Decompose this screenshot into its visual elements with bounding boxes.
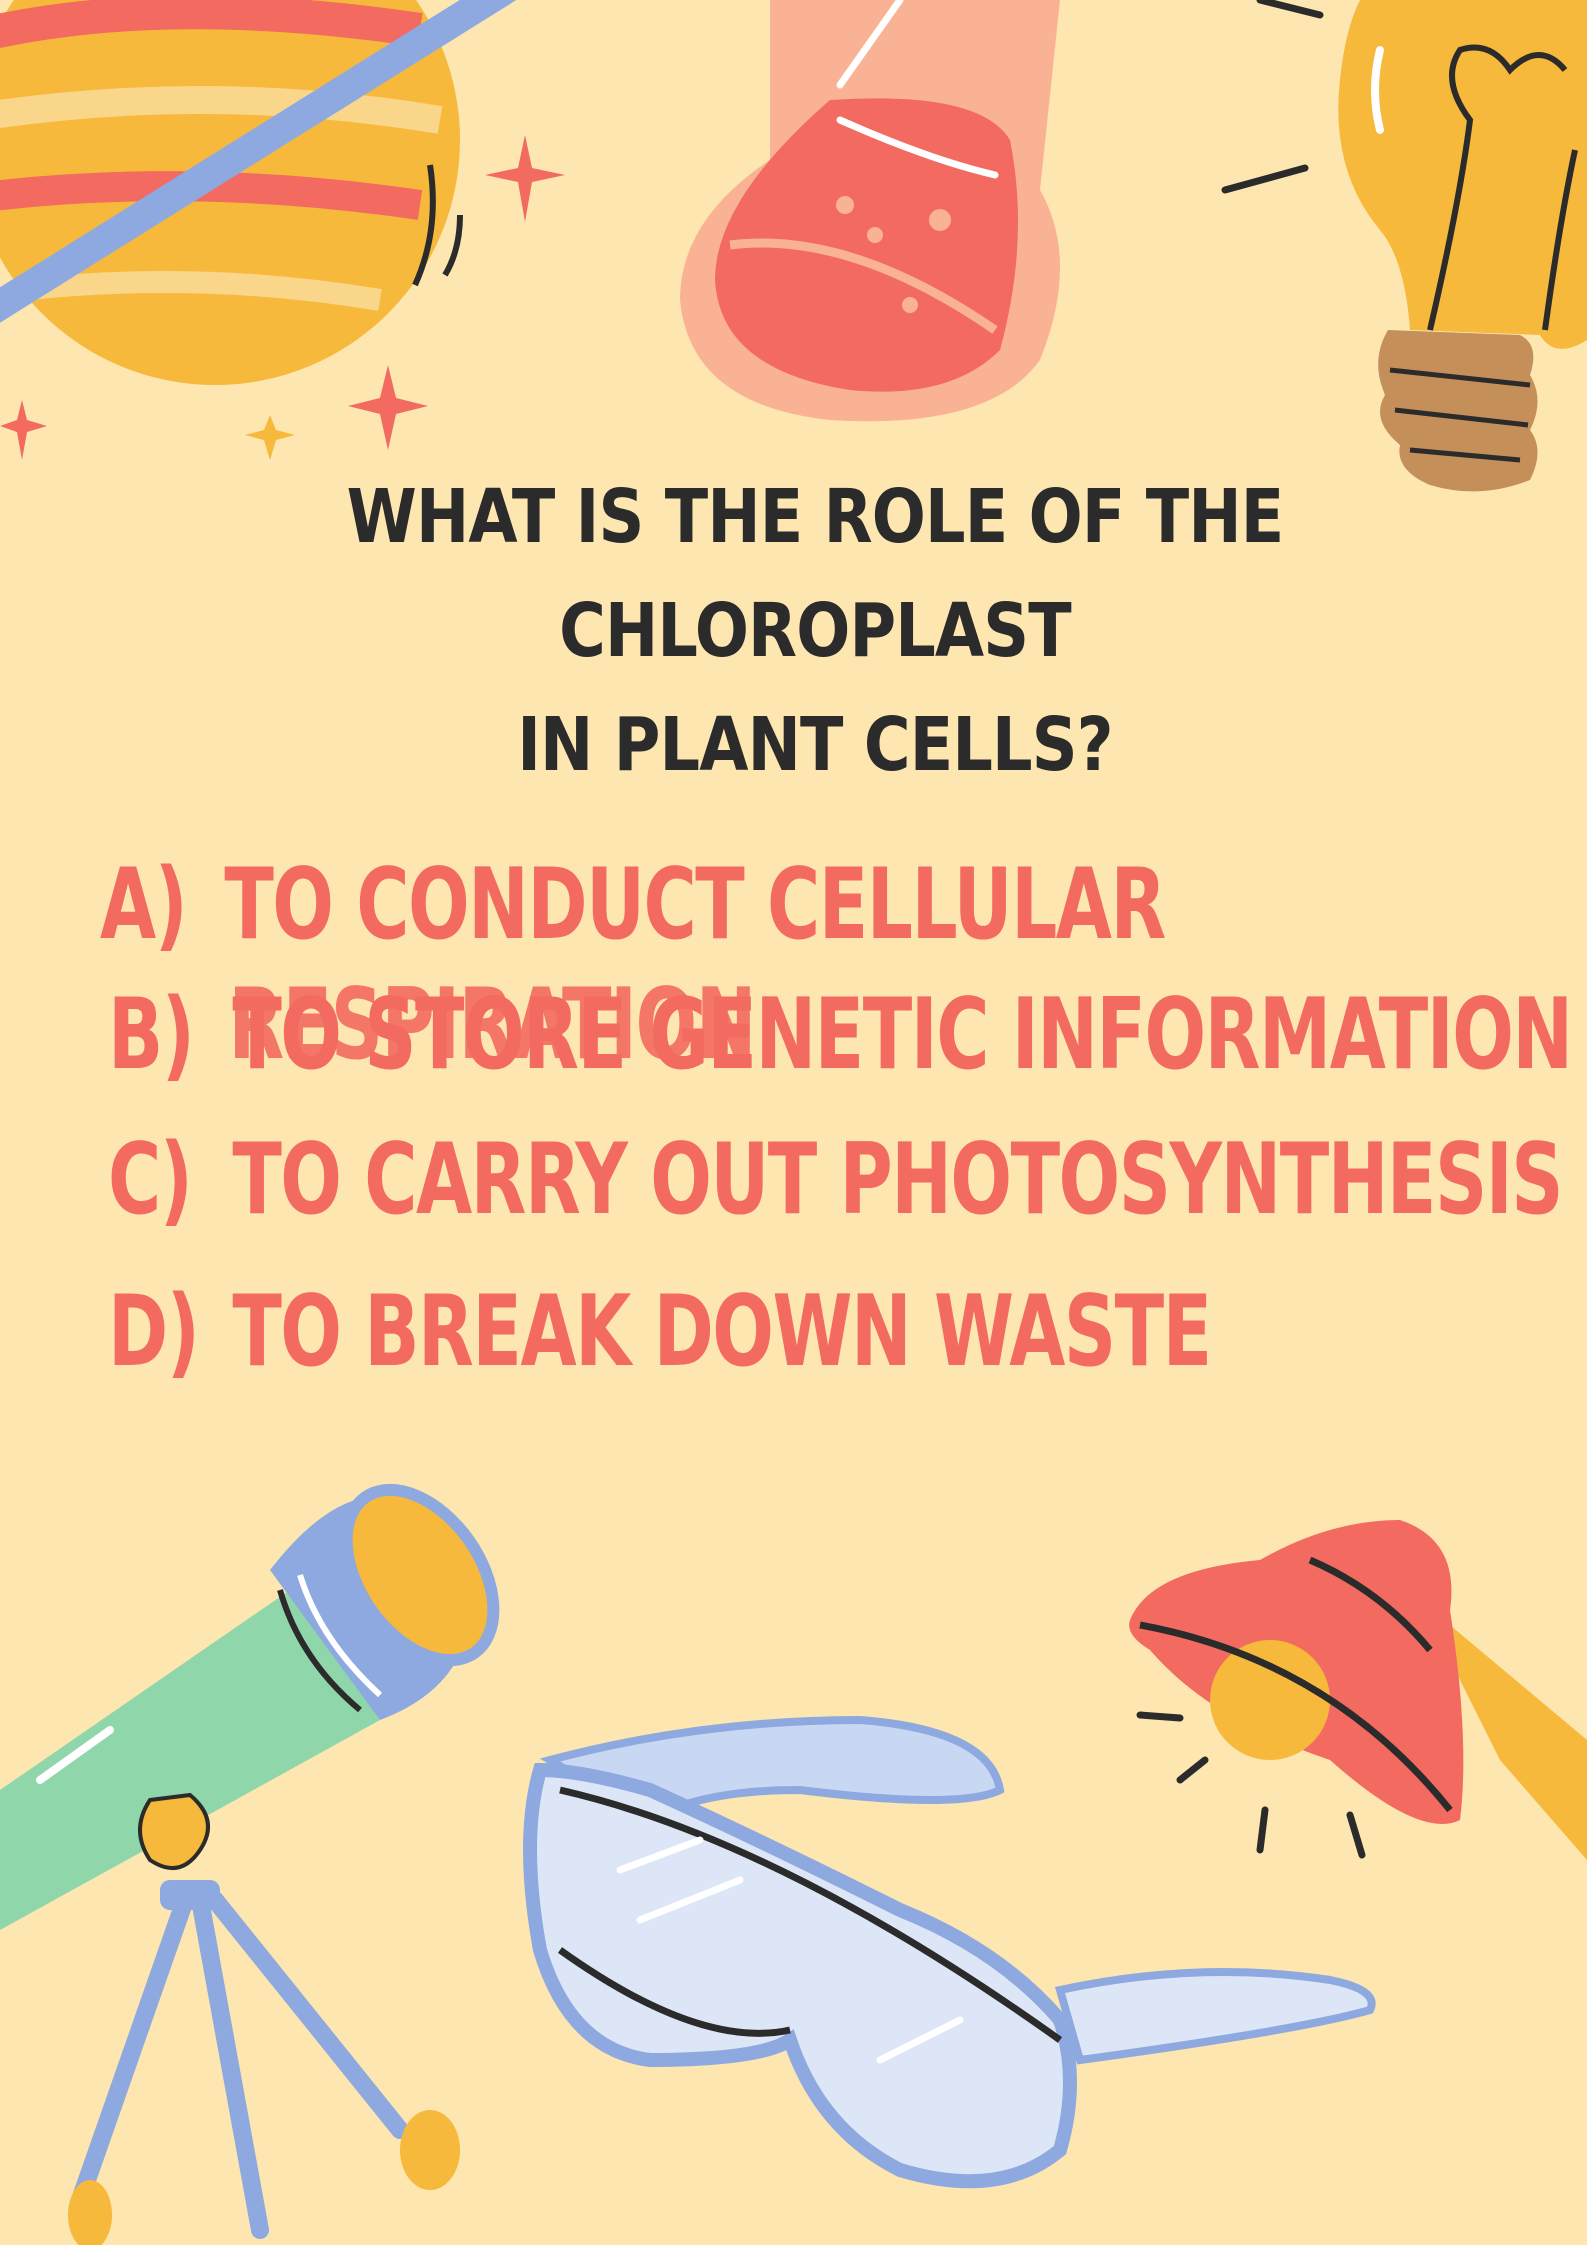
option-b-letter: B) xyxy=(108,978,195,1092)
desk-lamp-icon xyxy=(1129,1520,1587,1860)
question-heading: WHAT IS THE ROLE OF THE CHLOROPLAST IN P… xyxy=(243,460,1387,802)
option-d[interactable]: D) TO BREAK DOWN WASTE xyxy=(108,1272,1212,1392)
telescope-icon xyxy=(0,1483,500,2245)
flask-icon xyxy=(680,0,1060,422)
option-a[interactable]: A) TO CONDUCT CELLULAR xyxy=(100,845,1166,965)
option-c-letter: C) xyxy=(108,1123,193,1237)
sparkle-icons xyxy=(0,135,565,460)
question-line-2: IN PLANT CELLS? xyxy=(517,702,1113,788)
option-b[interactable]: B) TO STORE GENETIC INFORMATION xyxy=(108,975,1573,1095)
option-b-text: TO STORE GENETIC INFORMATION xyxy=(232,978,1573,1092)
option-c[interactable]: C) TO CARRY OUT PHOTOSYNTHESIS xyxy=(108,1120,1563,1240)
option-a-text-line-2: RESPIRATION xyxy=(228,968,756,1082)
option-a-continuation: RESPIRATION xyxy=(104,965,756,1085)
light-bulb-icon xyxy=(1221,0,1587,492)
planet-icon xyxy=(0,0,517,385)
safety-goggles-icon xyxy=(523,1715,1376,2189)
option-c-text: TO CARRY OUT PHOTOSYNTHESIS xyxy=(232,1123,1563,1237)
option-a-text: TO CONDUCT CELLULAR xyxy=(224,848,1166,962)
option-a-letter: A) xyxy=(100,848,188,962)
question-line-1: WHAT IS THE ROLE OF THE CHLOROPLAST xyxy=(346,474,1285,674)
option-d-letter: D) xyxy=(108,1275,200,1389)
option-d-text: TO BREAK DOWN WASTE xyxy=(232,1275,1212,1389)
